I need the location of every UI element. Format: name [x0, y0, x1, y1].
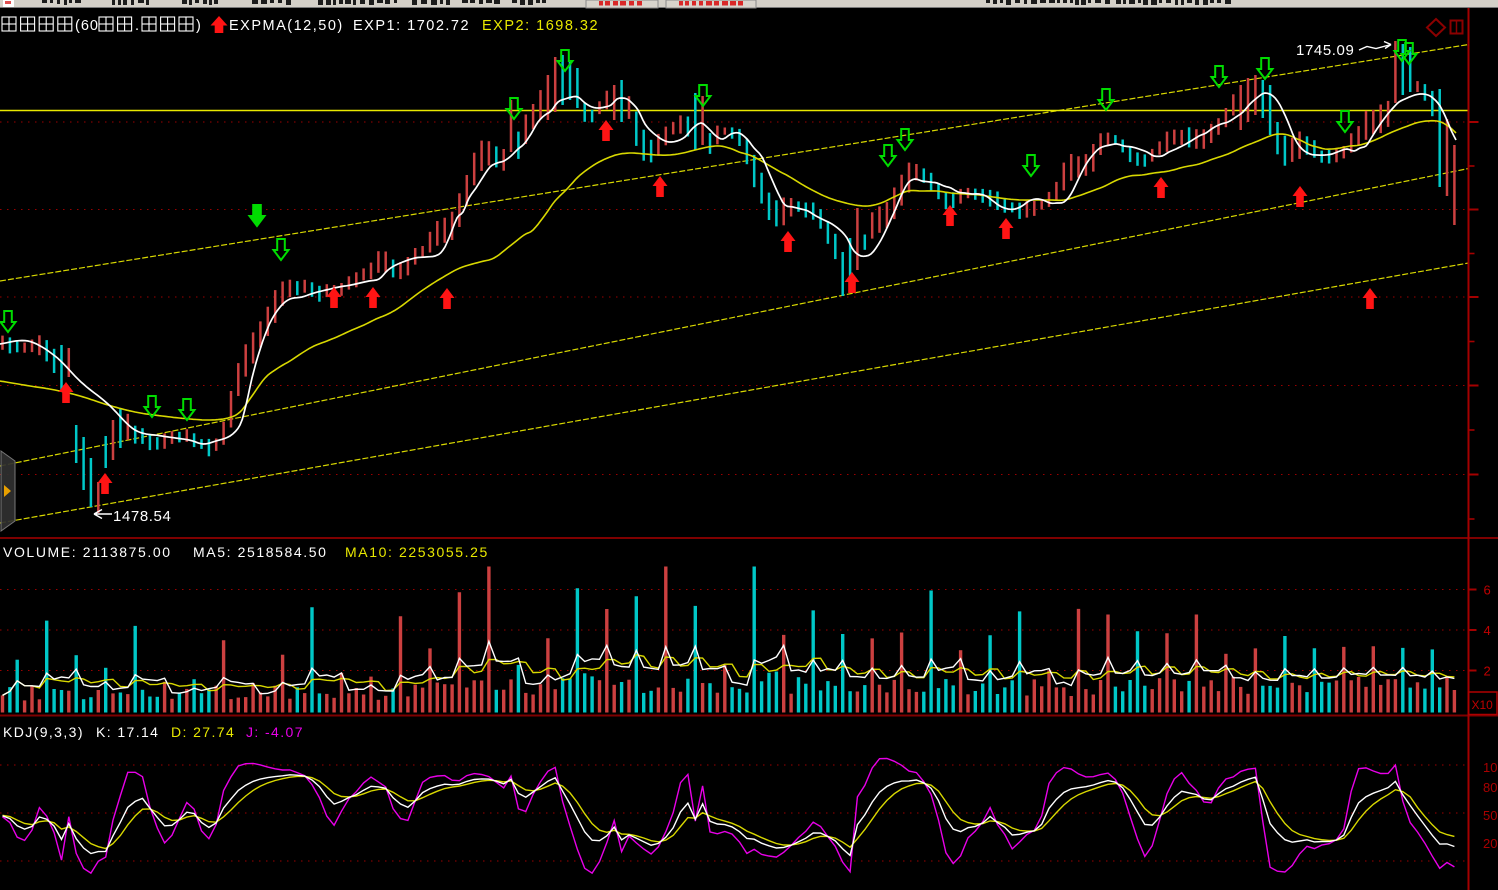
svg-text:D: 27.74: D: 27.74 [171, 724, 235, 740]
svg-text:EXPMA(12,50): EXPMA(12,50) [229, 18, 344, 34]
svg-text:2: 2 [1484, 664, 1491, 679]
svg-text:(60: (60 [75, 18, 99, 34]
svg-text:80: 80 [1483, 780, 1497, 795]
svg-text:20: 20 [1483, 836, 1497, 851]
svg-text:EXP2: 1698.32: EXP2: 1698.32 [482, 18, 599, 34]
svg-text:EXP1: 1702.72: EXP1: 1702.72 [353, 18, 470, 34]
svg-text:4: 4 [1484, 623, 1491, 638]
svg-text:J: -4.07: J: -4.07 [246, 724, 304, 740]
svg-text:100: 100 [1483, 760, 1498, 775]
svg-text:50: 50 [1483, 808, 1497, 823]
svg-text:.: . [135, 18, 139, 34]
svg-text:): ) [196, 18, 201, 34]
svg-text:VOLUME: 2113875.00: VOLUME: 2113875.00 [3, 544, 172, 560]
svg-text:X10: X10 [1472, 698, 1494, 712]
svg-text:6: 6 [1484, 583, 1491, 598]
svg-text:MA5: 2518584.50: MA5: 2518584.50 [193, 544, 328, 560]
svg-text:K: 17.14: K: 17.14 [96, 724, 159, 740]
svg-text:1478.54: 1478.54 [113, 508, 171, 525]
svg-text:KDJ(9,3,3): KDJ(9,3,3) [3, 724, 84, 740]
svg-text:1745.09: 1745.09 [1296, 42, 1354, 59]
svg-text:MA10: 2253055.25: MA10: 2253055.25 [345, 544, 489, 560]
